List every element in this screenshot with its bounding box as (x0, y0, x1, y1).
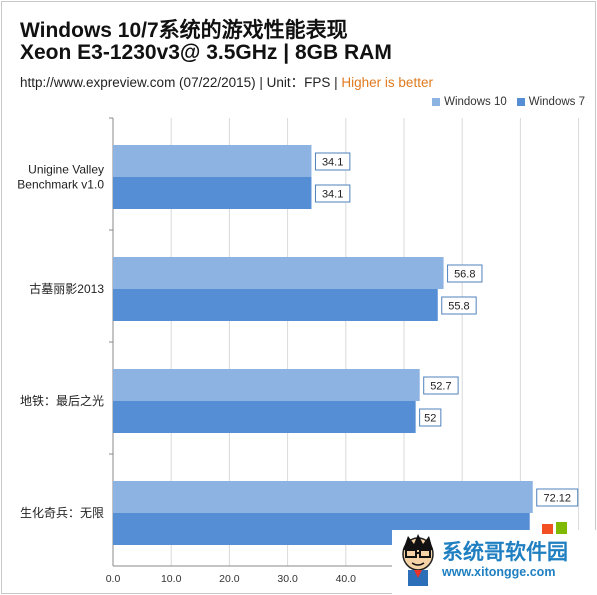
data-label-box (423, 376, 459, 395)
x-tick-label: 20.0 (219, 573, 240, 585)
category-label: 地铁：最后之光 (20, 394, 104, 408)
category-label: 生化奇兵：无限 (20, 506, 104, 520)
site-watermark: 系统哥软件园 www.xitongge.com (392, 522, 597, 595)
x-tick-label: 40.0 (336, 573, 357, 585)
chart-subtitle-hardware: Xeon E3-1230v3@ 3.5GHz | 8GB RAM (20, 41, 392, 64)
data-label: 55.8 (448, 301, 469, 313)
chart-title: Windows 10/7系统的游戏性能表现 (20, 19, 348, 42)
data-label: 56.8 (454, 269, 475, 281)
bar-win10 (113, 369, 420, 401)
legend-item-win7: Windows 7 (516, 96, 585, 108)
chart-legend: Windows 10 Windows 7 (432, 96, 585, 108)
legend-swatch-win7 (516, 98, 525, 106)
bar-win7 (113, 401, 416, 433)
data-label-box (441, 296, 477, 315)
bar-win10 (113, 145, 312, 177)
legend-label-win10: Windows 10 (444, 96, 507, 108)
watermark-url: www.xitongge.com (442, 565, 556, 579)
data-label: 52 (424, 413, 436, 425)
data-label-box (314, 152, 351, 171)
windows-logo-icon (542, 522, 567, 534)
chart-source-line: http://www.expreview.com (07/22/2015) | … (20, 71, 433, 91)
bar-win10 (113, 481, 533, 513)
legend-item-win10: Windows 10 (432, 96, 507, 108)
legend-swatch-win10 (432, 98, 441, 106)
source-text: http://www.expreview.com (07/22/2015) | … (20, 75, 342, 90)
category-label: Unigine Valley Benchmark v1.0 (17, 162, 104, 191)
data-label-box (419, 408, 442, 427)
higher-is-better-note: Higher is better (341, 75, 433, 90)
legend-label-win7: Windows 7 (528, 96, 585, 108)
data-label: 72.12 (543, 493, 571, 505)
bar-win7 (113, 177, 312, 209)
data-label: 52.7 (430, 381, 451, 393)
data-label-box (447, 264, 483, 283)
x-tick-label: 10.0 (161, 573, 182, 585)
watermark-name: 系统哥软件园 (442, 541, 568, 564)
data-label: 34.1 (322, 189, 343, 201)
x-tick-label: 0.0 (106, 573, 121, 585)
bar-win7 (113, 289, 438, 321)
bar-win10 (113, 257, 444, 289)
data-label-box (314, 184, 351, 203)
data-label-box (536, 488, 579, 507)
data-label: 34.1 (322, 157, 343, 169)
x-tick-label: 30.0 (277, 573, 298, 585)
category-label: 古墓丽影2013 (29, 281, 104, 296)
mascot-face-icon (402, 534, 434, 586)
